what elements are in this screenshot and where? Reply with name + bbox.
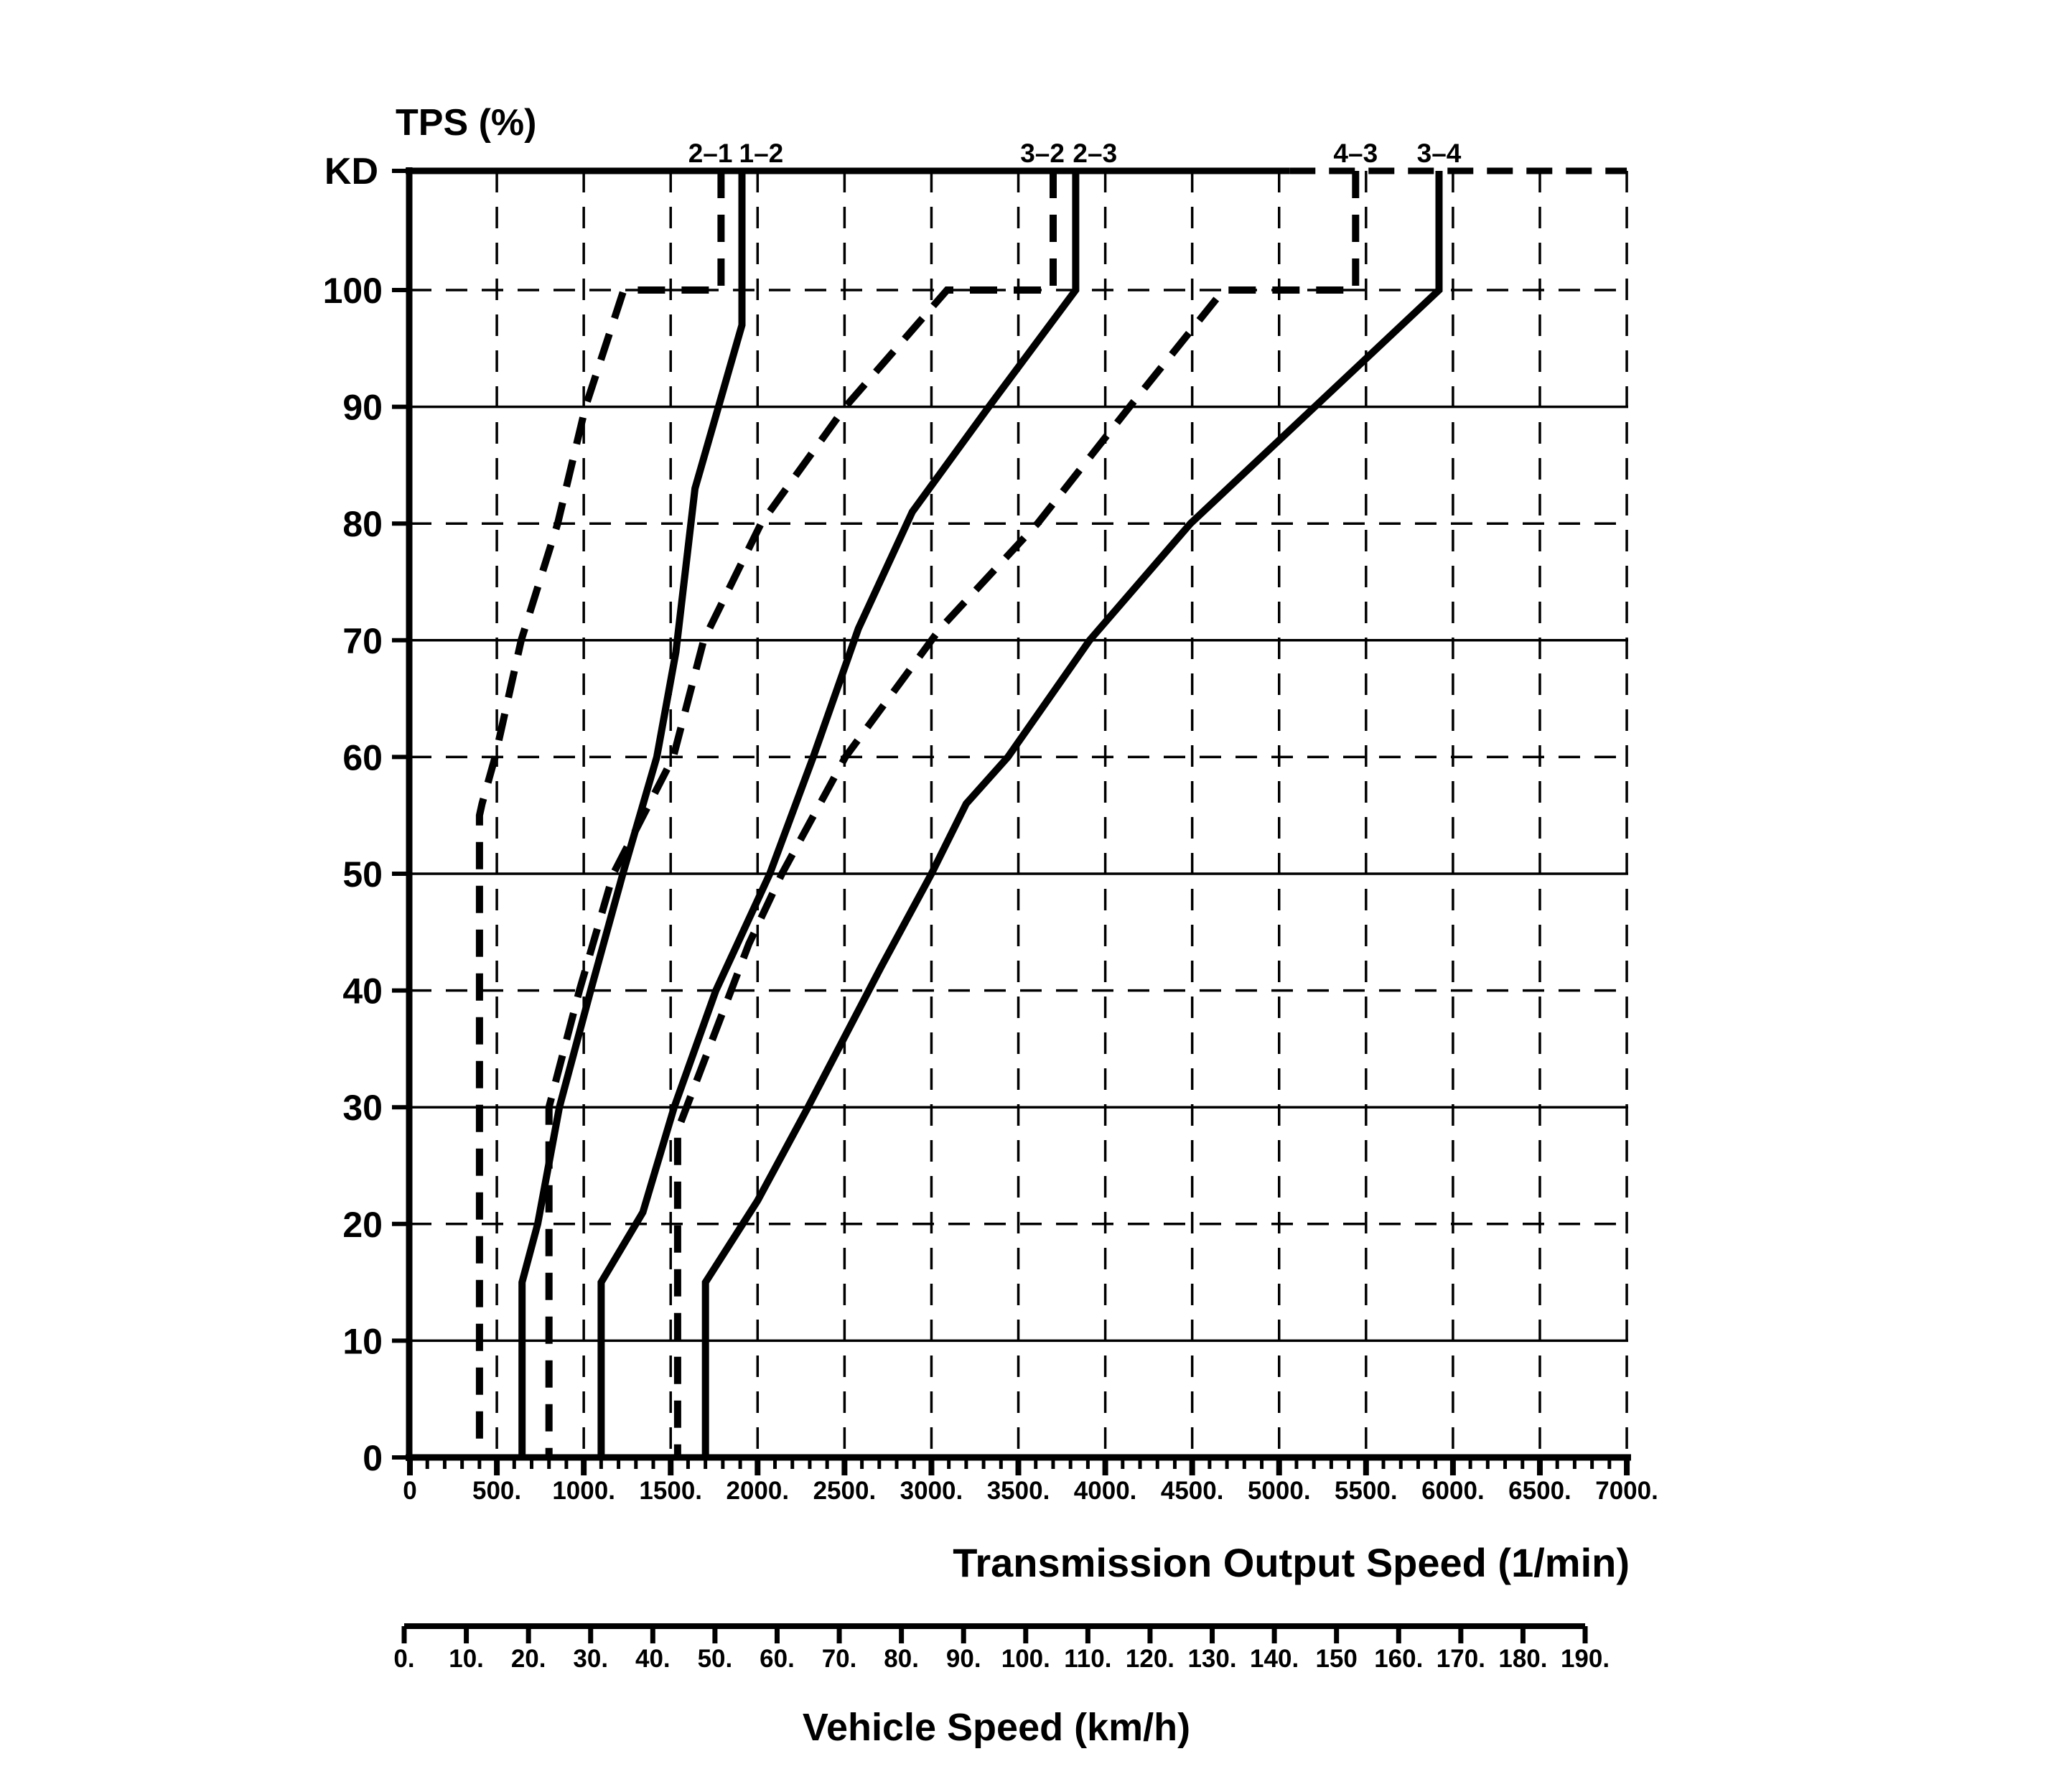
vehicle-tick-label: 90. [946, 1645, 981, 1673]
vehicle-tick-label: 100. [1001, 1645, 1050, 1673]
vehicle-tick-label: 130. [1187, 1645, 1236, 1673]
vehicle-tick-label: 10. [449, 1645, 484, 1673]
shift-curves [475, 171, 1443, 1457]
vehicle-tick-label: 180. [1498, 1645, 1547, 1673]
vehicle-tick-label: 0. [393, 1645, 414, 1673]
curve-1-2 [518, 171, 746, 1457]
curve-label-3-4: 3–4 [1417, 139, 1462, 168]
curve-label-1-2: 1–2 [739, 139, 784, 168]
y-tick-label: 90 [342, 388, 383, 428]
grid [410, 171, 1628, 1457]
x-ticks [407, 1457, 1630, 1475]
y-axis-title: TPS (%) [396, 102, 536, 144]
vehicle-tick-label: 140. [1250, 1645, 1299, 1673]
x-tick-label: 2500. [813, 1477, 877, 1505]
curve-label-3-2: 3–2 [1020, 139, 1065, 168]
x-tick-label: 5000. [1248, 1477, 1311, 1505]
y-tick-label: 60 [342, 737, 383, 778]
vehicle-tick-label: 50. [698, 1645, 733, 1673]
curve-2-3 [597, 171, 1080, 1457]
vehicle-tick-label: 60. [760, 1645, 795, 1673]
vehicle-tick-label: 30. [573, 1645, 608, 1673]
y-tick-label: 0 [363, 1438, 383, 1478]
vehicle-tick-label: 170. [1437, 1645, 1485, 1673]
x-axis-title: Transmission Output Speed (1/min) [953, 1540, 1630, 1585]
x-tick-label: 1500. [639, 1477, 702, 1505]
curve-label-4-3: 4–3 [1333, 139, 1378, 168]
vehicle-tick-label: 80. [884, 1645, 919, 1673]
kd-label: KD [324, 151, 378, 192]
vehicle-tick-label: 190. [1561, 1645, 1610, 1673]
x-tick-label: 3000. [900, 1477, 963, 1505]
y-tick-label: 50 [342, 854, 383, 895]
curve-3-2 [545, 171, 1057, 1457]
y-ticks [392, 288, 410, 1460]
curve-2-1 [475, 171, 725, 1457]
vehicle-tick-label: 150 [1315, 1645, 1357, 1673]
y-tick-label: 30 [342, 1088, 383, 1128]
y-tick-label: 100 [323, 271, 383, 311]
vehicle-tick-label: 70. [822, 1645, 857, 1673]
curve-label-2-1: 2–1 [688, 139, 733, 168]
y-tick-label: 70 [342, 621, 383, 661]
y-tick-label: 10 [342, 1321, 383, 1361]
vehicle-tick-label: 110. [1064, 1645, 1111, 1673]
x-tick-label: 500. [472, 1477, 521, 1505]
x-tick-label: 4000. [1074, 1477, 1137, 1505]
x-tick-label: 5500. [1335, 1477, 1398, 1505]
y-tick-label: 80 [342, 504, 383, 544]
curve-3-4 [701, 171, 1443, 1457]
x-tick-label: 3500. [987, 1477, 1050, 1505]
x-tick-label: 7000. [1595, 1477, 1658, 1505]
x-tick-label: 4500. [1161, 1477, 1224, 1505]
y-tick-label: 20 [342, 1205, 383, 1245]
x-tick-label: 6000. [1421, 1477, 1485, 1505]
curve-label-2-3: 2–3 [1073, 139, 1117, 168]
vehicle-axis-title: Vehicle Speed (km/h) [803, 1706, 1190, 1749]
x-tick-label: 6500. [1508, 1477, 1571, 1505]
vehicle-tick-label: 160. [1374, 1645, 1423, 1673]
vehicle-tick-label: 40. [635, 1645, 671, 1673]
y-tick-label: 40 [342, 971, 383, 1012]
x-tick-label: 2000. [727, 1477, 790, 1505]
x-tick-label: 0 [403, 1477, 416, 1505]
vehicle-tick-label: 20. [511, 1645, 546, 1673]
vehicle-tick-label: 120. [1126, 1645, 1174, 1673]
x-tick-label: 1000. [552, 1477, 615, 1505]
